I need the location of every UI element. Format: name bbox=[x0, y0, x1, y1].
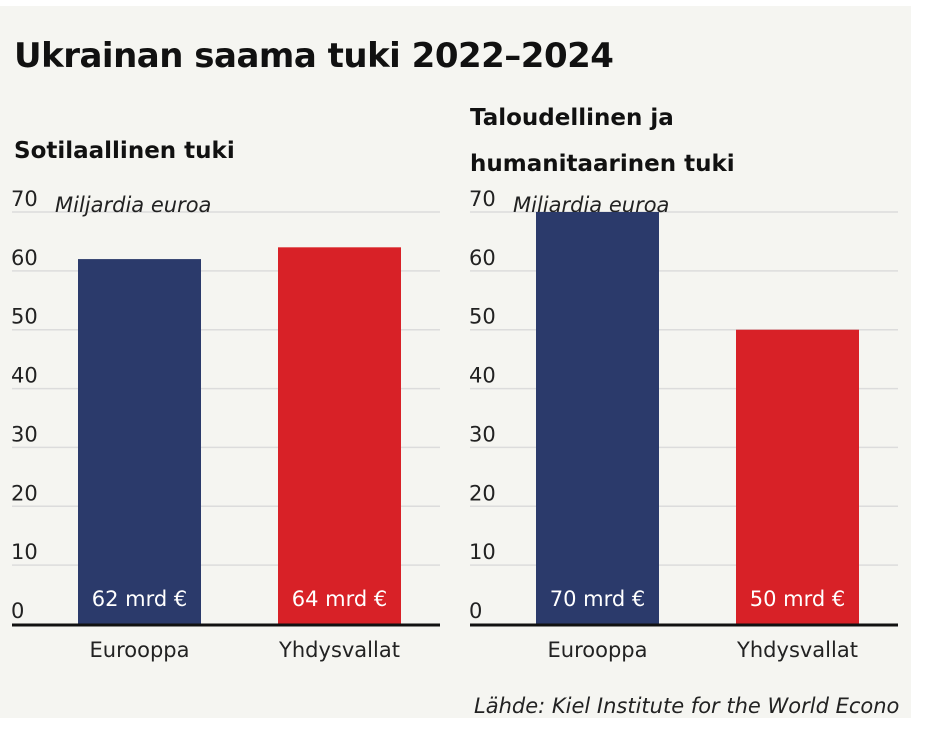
y-tick-label: 40 bbox=[11, 364, 38, 388]
chart-panel: Ukrainan saama tuki 2022–2024 Sotilaalli… bbox=[0, 6, 911, 718]
military-aid-chart: 0 10 20 30 40 50 60 70 Miljardia euroa 62 mrd € Eu… bbox=[11, 187, 440, 662]
y-tick-label: 70 bbox=[469, 187, 496, 211]
y-tick-label: 20 bbox=[469, 481, 496, 505]
bar-eurooppa bbox=[78, 259, 201, 624]
bar-eurooppa bbox=[536, 212, 659, 624]
x-category-label: Yhdysvallat bbox=[278, 638, 400, 662]
y-tick-label: 10 bbox=[469, 540, 496, 564]
bar-value-label: 50 mrd € bbox=[750, 587, 845, 611]
economic-aid-subtitle: Taloudellinen ja humanitaarinen tuki bbox=[470, 95, 735, 187]
y-tick-label: 60 bbox=[469, 246, 496, 270]
y-tick-label: 0 bbox=[11, 599, 24, 623]
bar-value-label: 62 mrd € bbox=[92, 587, 187, 611]
y-tick-label: 10 bbox=[11, 540, 38, 564]
x-category-label: Yhdysvallat bbox=[736, 638, 858, 662]
source-note: Lähde: Kiel Institute for the World Econ… bbox=[474, 694, 900, 718]
economic-aid-subtitle-line-2: humanitaarinen tuki bbox=[470, 151, 735, 177]
military-aid-subtitle: Sotilaallinen tuki bbox=[14, 138, 235, 164]
bar-value-label: 70 mrd € bbox=[550, 587, 645, 611]
x-category-label: Eurooppa bbox=[90, 638, 190, 662]
unit-label: Miljardia euroa bbox=[55, 193, 211, 217]
y-tick-label: 70 bbox=[11, 187, 38, 211]
y-tick-label: 50 bbox=[11, 305, 38, 329]
y-tick-label: 30 bbox=[469, 422, 496, 446]
y-tick-label: 50 bbox=[469, 305, 496, 329]
y-tick-label: 60 bbox=[11, 246, 38, 270]
x-category-label: Eurooppa bbox=[548, 638, 648, 662]
bar-value-label: 64 mrd € bbox=[292, 587, 387, 611]
economic-aid-subtitle-line-1: Taloudellinen ja bbox=[470, 105, 674, 131]
y-tick-label: 20 bbox=[11, 481, 38, 505]
bar-yhdysvallat bbox=[278, 247, 401, 625]
page-title: Ukrainan saama tuki 2022–2024 bbox=[14, 36, 614, 76]
y-tick-label: 30 bbox=[11, 422, 38, 446]
y-tick-label: 0 bbox=[469, 599, 482, 623]
bar-yhdysvallat bbox=[736, 329, 859, 624]
y-tick-label: 40 bbox=[469, 364, 496, 388]
